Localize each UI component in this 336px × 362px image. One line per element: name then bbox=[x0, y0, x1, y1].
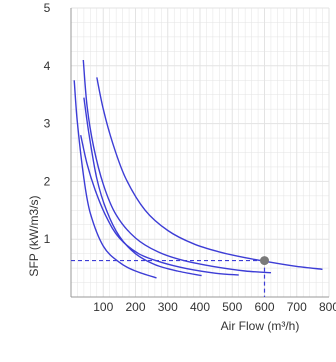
x-tick-label: 500 bbox=[222, 300, 242, 314]
y-tick-label: 1 bbox=[44, 232, 51, 246]
x-tick-label: 600 bbox=[254, 300, 274, 314]
x-tick-label: 400 bbox=[190, 300, 210, 314]
x-axis-title: Air Flow (m³/h) bbox=[221, 319, 300, 333]
y-tick-label: 3 bbox=[44, 117, 51, 131]
fan-curve-2 bbox=[83, 97, 202, 277]
x-tick-label: 200 bbox=[125, 300, 145, 314]
axes bbox=[70, 8, 329, 298]
x-tick-label: 100 bbox=[93, 300, 113, 314]
tick-labels: 100 200 300 400 500 600 700 800 1 2 3 4 5 bbox=[44, 1, 336, 314]
fan-curve-4 bbox=[82, 59, 272, 274]
operating-point-guides bbox=[71, 256, 269, 297]
grid bbox=[70, 7, 330, 298]
fan-curve-1 bbox=[73, 80, 157, 279]
x-tick-label: 700 bbox=[287, 300, 307, 314]
series-group bbox=[73, 59, 323, 279]
fan-curve-5 bbox=[96, 77, 323, 270]
y-tick-label: 2 bbox=[44, 174, 51, 188]
operating-point-marker bbox=[260, 256, 269, 266]
y-tick-label: 4 bbox=[44, 59, 51, 73]
y-axis-title: SFP (kW/m3/s) bbox=[27, 195, 41, 276]
x-tick-label: 800 bbox=[319, 300, 336, 314]
y-tick-label: 5 bbox=[44, 1, 51, 15]
fan-curve-3 bbox=[80, 135, 239, 276]
x-tick-label: 300 bbox=[158, 300, 178, 314]
